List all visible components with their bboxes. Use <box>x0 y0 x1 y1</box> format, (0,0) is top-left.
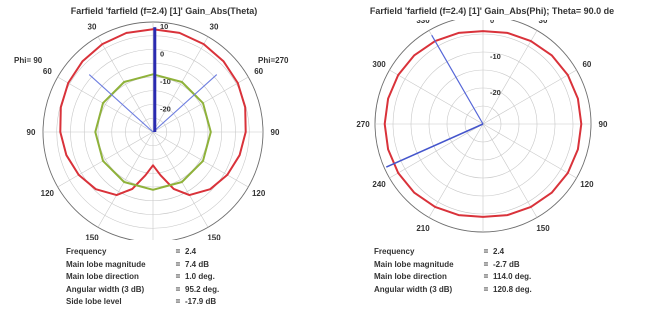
angle-tick-label: 150 <box>207 234 221 240</box>
annotation-phi-270: Phi=270 <box>258 56 289 65</box>
grid-spoke <box>97 36 154 133</box>
grid-spoke <box>482 69 577 125</box>
info-equals: = <box>483 247 489 256</box>
angle-tick-label: 150 <box>536 224 550 233</box>
angle-tick-label: 30 <box>539 20 548 25</box>
grid-spoke <box>57 131 154 188</box>
info-label: Frequency <box>374 247 415 256</box>
annotation-phi-90: Phi= 90 <box>14 56 43 65</box>
radial-tick-label: 0 <box>490 20 494 25</box>
info-row: Frequency = 2.4 <box>66 246 219 259</box>
grid-spoke <box>482 123 577 179</box>
radial-tick-label: 0 <box>160 50 164 59</box>
info-value: -2.7 dB <box>493 259 520 269</box>
radial-tick-label: -10 <box>160 77 171 86</box>
info-row: Main lobe magnitude = 7.4 dB <box>66 259 219 272</box>
angle-tick-label: 240 <box>372 180 386 189</box>
angle-tick-label: 210 <box>416 224 430 233</box>
info-value: 120.8 deg. <box>493 284 532 294</box>
series-0-curve <box>59 28 247 197</box>
info-row: Angular width (3 dB) = 95.2 deg. <box>66 284 219 297</box>
info-value: 95.2 deg. <box>185 284 220 294</box>
info-value: -17.9 dB <box>185 297 217 306</box>
info-row: Side lobe level = -17.9 dB <box>66 296 219 309</box>
angle-tick-label: 30 <box>210 22 219 31</box>
series-1-curve <box>94 73 212 191</box>
angle-tick-label: 90 <box>271 128 280 137</box>
info-value: 114.0 deg. <box>493 272 532 281</box>
info-equals: = <box>483 259 489 269</box>
angle-tick-label: 120 <box>41 189 55 198</box>
radial-tick-label: 10 <box>160 22 168 31</box>
info-value: 7.4 dB <box>185 259 210 269</box>
info-equals: = <box>483 272 489 281</box>
info-value: 2.4 <box>185 247 197 256</box>
info-row: Main lobe magnitude = -2.7 dB <box>374 259 532 272</box>
width-boundary-line <box>431 34 484 125</box>
radial-tick-label: -10 <box>490 52 501 61</box>
grid-spoke <box>57 76 154 133</box>
info-row: Angular width (3 dB) = 120.8 deg. <box>374 284 532 297</box>
left-chart-panel: Farfield 'farfield (f=2.4) [1]' Gain_Abs… <box>14 6 289 309</box>
grid-spoke <box>152 36 209 133</box>
grid-spoke <box>152 131 209 228</box>
phi-270-line <box>152 74 218 133</box>
grid-spoke <box>428 123 484 218</box>
info-label: Angular width (3 dB) <box>374 284 453 294</box>
info-row: Frequency = 2.4 <box>374 246 532 259</box>
right-polar-plot: 03060901201501802102402703003300-10-20 <box>356 20 608 233</box>
info-label: Main lobe magnitude <box>374 259 454 269</box>
angle-tick-label: 90 <box>27 128 36 137</box>
angle-tick-label: 30 <box>88 22 97 31</box>
series-0-curve <box>383 30 583 218</box>
angle-tick-label: 120 <box>252 189 266 198</box>
angle-tick-label: 270 <box>356 120 370 129</box>
info-row: Main lobe direction = 1.0 deg. <box>66 271 219 284</box>
info-value: 2.4 <box>493 247 505 256</box>
grid-spoke <box>389 69 484 125</box>
info-label: Main lobe direction <box>66 272 139 281</box>
main-lobe-line <box>385 123 484 168</box>
angle-tick-label: 60 <box>254 67 263 76</box>
radial-tick-label: -20 <box>160 105 171 114</box>
main-lobe-marker <box>153 27 157 132</box>
grid-spoke <box>97 131 154 228</box>
angle-tick-label: 90 <box>599 120 608 129</box>
angle-tick-label: 120 <box>580 180 594 189</box>
left-chart-title: Farfield 'farfield (f=2.4) [1]' Gain_Abs… <box>70 6 258 16</box>
angle-tick-label: 60 <box>582 60 591 69</box>
grid-spoke <box>482 123 538 218</box>
info-equals: = <box>175 247 181 256</box>
right-chart-title: Farfield 'farfield (f=2.4) [1]' Gain_Abs… <box>369 6 615 16</box>
grid-spoke <box>152 76 249 133</box>
angle-tick-label: 150 <box>85 234 99 240</box>
left-polar-plot: 0306090120150180150120906030100-10-20Phi… <box>14 21 289 240</box>
grid-spoke <box>152 131 249 188</box>
info-equals: = <box>175 259 181 269</box>
left-info-table: Frequency = 2.4 Main lobe magnitude = 7.4 dB M… <box>66 246 219 309</box>
info-label: Main lobe direction <box>374 272 447 281</box>
angle-tick-label: 330 <box>416 20 430 25</box>
angle-tick-label: 300 <box>372 60 386 69</box>
info-label: Frequency <box>66 247 107 256</box>
info-value: 1.0 deg. <box>185 272 215 281</box>
right-chart-panel: Farfield 'farfield (f=2.4) [1]' Gain_Abs… <box>328 0 656 329</box>
info-equals: = <box>175 297 181 306</box>
info-label: Angular width (3 dB) <box>66 284 145 294</box>
info-equals: = <box>175 272 181 281</box>
info-equals: = <box>175 284 181 294</box>
radial-tick-label: -20 <box>490 88 501 97</box>
info-row: Main lobe direction = 114.0 deg. <box>374 271 532 284</box>
angle-tick-label: 60 <box>43 67 52 76</box>
right-info-table: Frequency = 2.4 Main lobe magnitude = -2.7 dB… <box>374 246 532 296</box>
info-equals: = <box>483 284 489 294</box>
info-label: Main lobe magnitude <box>66 259 146 269</box>
grid-spoke <box>389 123 484 179</box>
info-label: Side lobe level <box>66 297 122 306</box>
phi-90-line <box>88 74 154 133</box>
grid-spoke <box>482 30 538 125</box>
